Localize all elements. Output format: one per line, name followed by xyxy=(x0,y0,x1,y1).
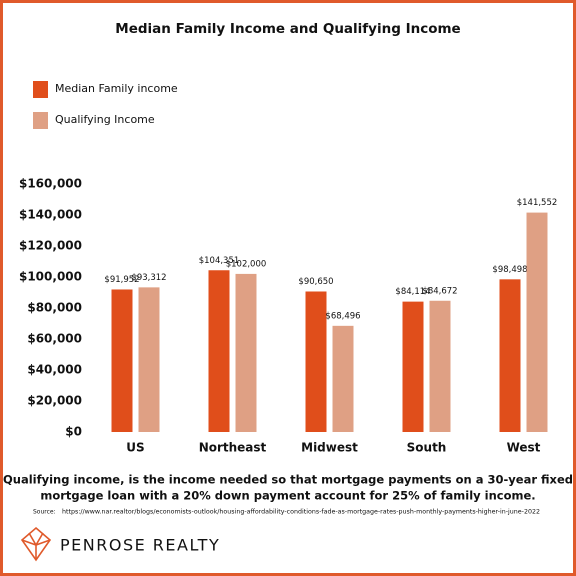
y-tick-label: $60,000 xyxy=(27,332,82,346)
value-label: $84,672 xyxy=(422,286,457,296)
bar xyxy=(208,270,230,432)
bar xyxy=(429,300,451,432)
y-tick-label: $20,000 xyxy=(27,394,82,408)
bar xyxy=(305,291,327,432)
y-tick-label: $40,000 xyxy=(27,363,82,377)
x-tick-label: West xyxy=(507,441,541,455)
y-tick-label: $0 xyxy=(65,425,82,439)
value-label: $90,650 xyxy=(298,277,333,287)
value-label: $68,496 xyxy=(325,311,360,321)
bar xyxy=(111,289,133,432)
logo xyxy=(20,526,52,562)
legend-swatch xyxy=(33,81,48,98)
legend-swatch xyxy=(33,112,48,129)
x-tick-label: Northeast xyxy=(199,441,267,455)
value-label: $102,000 xyxy=(226,259,267,269)
source: https://www.nar.realtor/blogs/economists… xyxy=(62,509,540,516)
x-tick-label: Midwest xyxy=(301,441,358,455)
legend-label: Qualifying Income xyxy=(55,113,155,126)
y-tick-label: $120,000 xyxy=(19,239,82,253)
note: mortgage loan with a 20% down payment ac… xyxy=(40,489,535,503)
note: Qualifying income, is the income needed … xyxy=(3,473,573,487)
y-tick-label: $140,000 xyxy=(19,208,82,222)
brand: PENROSE REALTY xyxy=(60,536,220,555)
value-label: $141,552 xyxy=(517,198,558,208)
x-tick-label: South xyxy=(407,441,447,455)
bar xyxy=(235,273,257,432)
bar xyxy=(402,301,424,432)
x-tick-label: US xyxy=(126,441,144,455)
y-tick-label: $160,000 xyxy=(19,177,82,191)
y-tick-label: $80,000 xyxy=(27,301,82,315)
chart-title: Median Family Income and Qualifying Inco… xyxy=(115,21,460,37)
value-label: $104,351 xyxy=(199,256,240,266)
bar xyxy=(138,287,160,432)
value-label: $84,114 xyxy=(395,287,430,297)
legend-label: Median Family income xyxy=(55,82,178,95)
value-label: $98,498 xyxy=(492,265,527,275)
bar xyxy=(332,325,354,432)
source-label: Source: xyxy=(33,509,56,516)
value-label: $93,312 xyxy=(131,273,166,283)
bar xyxy=(526,212,548,432)
y-tick-label: $100,000 xyxy=(19,270,82,284)
value-label: $91,952 xyxy=(104,275,139,285)
bar xyxy=(499,279,521,432)
